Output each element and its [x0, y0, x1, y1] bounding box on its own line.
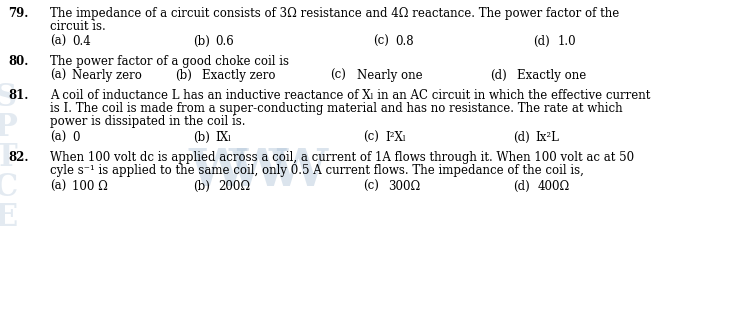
- Text: Ix²L: Ix²L: [535, 131, 559, 144]
- Text: 81.: 81.: [8, 89, 29, 102]
- Text: (a): (a): [50, 35, 66, 48]
- Text: Nearly zero: Nearly zero: [72, 69, 142, 82]
- Text: (a): (a): [50, 131, 66, 144]
- Text: (b): (b): [193, 180, 210, 193]
- Text: 300Ω: 300Ω: [388, 180, 420, 193]
- Text: power is dissipated in the coil is.: power is dissipated in the coil is.: [50, 115, 246, 128]
- Text: (d): (d): [533, 35, 550, 48]
- Text: (b): (b): [175, 69, 192, 82]
- Text: (b): (b): [193, 131, 210, 144]
- Text: 82.: 82.: [8, 151, 29, 164]
- Text: cyle s⁻¹ is applied to the same coil, only 0.5 A current flows. The impedance of: cyle s⁻¹ is applied to the same coil, on…: [50, 164, 584, 177]
- Text: W: W: [188, 146, 248, 198]
- Text: When 100 volt dc is applied across a coil, a current of 1A flows through it. Whe: When 100 volt dc is applied across a coi…: [50, 151, 634, 164]
- Text: (d): (d): [490, 69, 507, 82]
- Text: Exactly one: Exactly one: [517, 69, 586, 82]
- Text: Nearly one: Nearly one: [357, 69, 423, 82]
- Text: (c): (c): [363, 131, 379, 144]
- Text: P: P: [0, 112, 18, 143]
- Text: 0: 0: [72, 131, 79, 144]
- Text: E: E: [0, 201, 18, 232]
- Text: (c): (c): [363, 180, 379, 193]
- Text: 0.6: 0.6: [215, 35, 234, 48]
- Text: (a): (a): [50, 69, 66, 82]
- Text: is I. The coil is made from a super-conducting material and has no resistance. T: is I. The coil is made from a super-cond…: [50, 102, 622, 115]
- Text: W: W: [229, 146, 287, 198]
- Text: I²Xₗ: I²Xₗ: [385, 131, 406, 144]
- Text: The power factor of a good choke coil is: The power factor of a good choke coil is: [50, 55, 289, 68]
- Text: 100 Ω: 100 Ω: [72, 180, 108, 193]
- Text: The impedance of a circuit consists of 3Ω resistance and 4Ω reactance. The power: The impedance of a circuit consists of 3…: [50, 7, 619, 20]
- Text: 0.8: 0.8: [395, 35, 413, 48]
- Text: IXₗ: IXₗ: [215, 131, 231, 144]
- Text: (c): (c): [330, 69, 346, 82]
- Text: 200Ω: 200Ω: [218, 180, 250, 193]
- Text: 79.: 79.: [8, 7, 29, 20]
- Text: W: W: [268, 146, 328, 198]
- Text: A coil of inductance L has an inductive reactance of Xₗ in an AC circuit in whic: A coil of inductance L has an inductive …: [50, 89, 650, 102]
- Text: S: S: [0, 81, 17, 112]
- Text: Exactly zero: Exactly zero: [202, 69, 276, 82]
- Text: 400Ω: 400Ω: [538, 180, 570, 193]
- Text: (d): (d): [513, 180, 530, 193]
- Text: (b): (b): [193, 35, 210, 48]
- Text: circuit is.: circuit is.: [50, 20, 106, 33]
- Text: 80.: 80.: [8, 55, 29, 68]
- Text: (c): (c): [373, 35, 389, 48]
- Text: 1.0: 1.0: [558, 35, 577, 48]
- Text: T: T: [0, 142, 18, 173]
- Text: (d): (d): [513, 131, 530, 144]
- Text: C: C: [0, 171, 18, 202]
- Text: 0.4: 0.4: [72, 35, 91, 48]
- Text: (a): (a): [50, 180, 66, 193]
